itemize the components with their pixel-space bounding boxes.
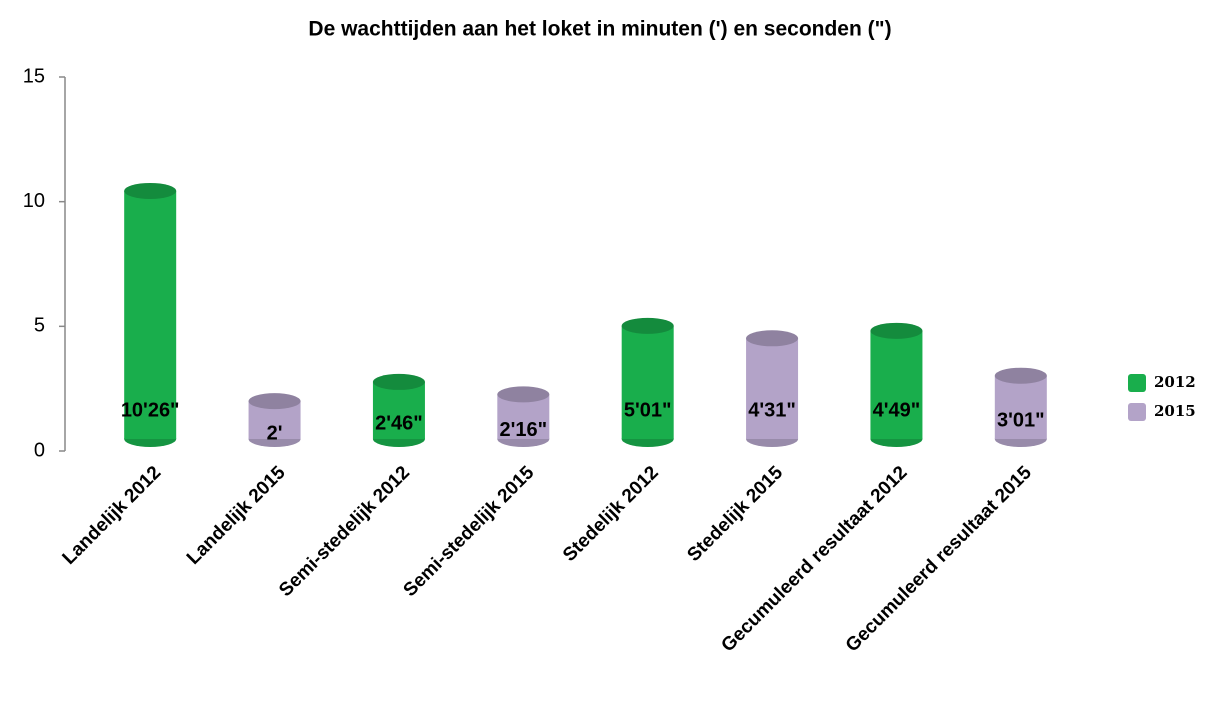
- x-tick-label: Stedelijk 2015: [683, 462, 787, 566]
- x-tick-label: Landelijk 2012: [59, 462, 166, 569]
- cylinder-top: [870, 322, 923, 339]
- x-tick-label: Semi-stedelijk 2015: [400, 462, 539, 601]
- value-label: 4'31": [748, 399, 796, 421]
- value-label: 2': [267, 422, 283, 444]
- legend-label: 2012: [1154, 373, 1196, 391]
- value-label: 10'26": [121, 399, 180, 421]
- value-label: 2'16": [500, 419, 548, 441]
- value-label: 3'01": [997, 410, 1045, 432]
- value-label: 4'49": [873, 399, 921, 421]
- y-tick-label: 5: [34, 315, 45, 337]
- legend-swatch: [1128, 403, 1146, 421]
- x-tick-label: Semi-stedelijk 2012: [275, 462, 414, 601]
- cylinder-top: [746, 330, 799, 347]
- cylinder-top: [248, 393, 301, 410]
- x-tick-label: Stedelijk 2012: [559, 462, 663, 566]
- bar: [621, 325, 674, 439]
- chart-title: De wachttijden aan het loket in minuten …: [308, 18, 891, 41]
- y-tick-label: 0: [34, 439, 45, 461]
- bar: [870, 330, 923, 439]
- bar: [124, 190, 177, 439]
- cylinder-top: [621, 317, 674, 334]
- y-tick-label: 15: [23, 65, 45, 87]
- cylinder-top: [497, 386, 550, 403]
- bar: [746, 338, 799, 439]
- x-tick-label: Landelijk 2015: [183, 462, 290, 569]
- y-tick-label: 10: [23, 190, 45, 212]
- bar: [994, 375, 1047, 439]
- cylinder-top: [124, 182, 177, 199]
- legend-swatch: [1128, 374, 1146, 392]
- bar: [372, 381, 425, 439]
- cylinder-top: [372, 373, 425, 390]
- cylinder-top: [994, 367, 1047, 384]
- value-label: 5'01": [624, 399, 672, 421]
- legend-label: 2015: [1154, 402, 1196, 420]
- value-label: 2'46": [375, 413, 423, 435]
